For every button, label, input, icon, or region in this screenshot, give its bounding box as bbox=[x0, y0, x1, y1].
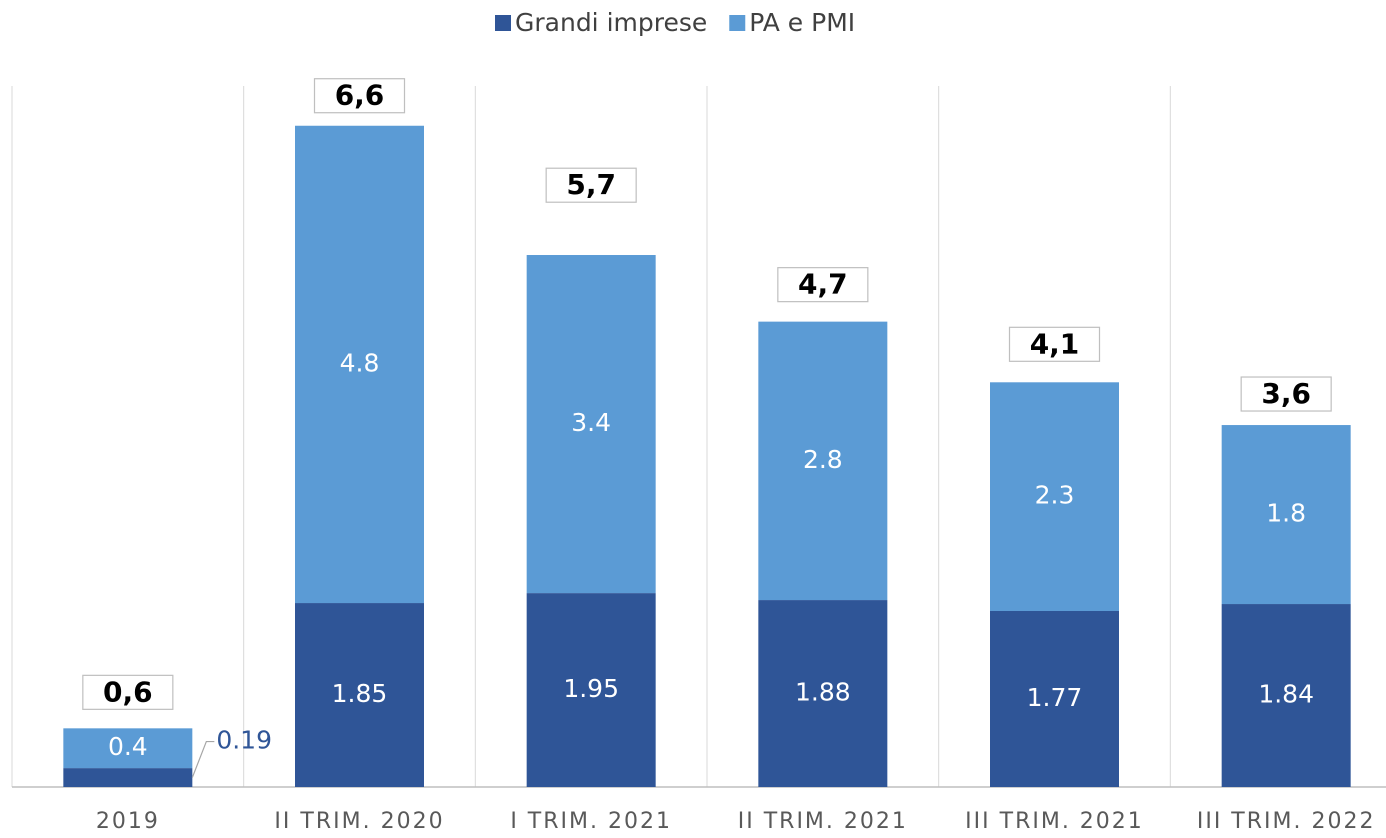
value-label: 1.8 bbox=[1266, 499, 1306, 528]
total-label: 4,7 bbox=[798, 268, 848, 301]
total-box bbox=[82, 674, 174, 710]
bar-segment bbox=[526, 593, 656, 787]
total-label: 0,6 bbox=[103, 675, 153, 708]
x-tick-label: III TRIM. 2022 bbox=[1197, 809, 1376, 834]
value-label: 1.85 bbox=[332, 679, 388, 708]
total-label: 5,7 bbox=[566, 168, 616, 201]
legend-swatch bbox=[729, 15, 746, 31]
bar-segment bbox=[63, 768, 193, 787]
total-box bbox=[1008, 326, 1101, 362]
x-tick-label: II TRIM. 2021 bbox=[738, 809, 908, 834]
leader-line bbox=[191, 740, 215, 778]
total-label: 4,1 bbox=[1030, 327, 1080, 360]
bar-segment bbox=[526, 255, 656, 594]
x-tick-label: 2019 bbox=[96, 809, 160, 834]
x-tick-label: III TRIM. 2021 bbox=[965, 809, 1144, 834]
bar-segment bbox=[1221, 604, 1351, 787]
bar-segment bbox=[758, 600, 888, 787]
value-label: 2.8 bbox=[803, 445, 843, 474]
bar-segment bbox=[295, 603, 424, 787]
x-tick-label: I TRIM. 2021 bbox=[510, 809, 672, 834]
bar-segment bbox=[1221, 425, 1351, 605]
total-box bbox=[545, 167, 637, 203]
total-box bbox=[1240, 376, 1332, 412]
total-label: 3,6 bbox=[1261, 377, 1311, 410]
x-tick-label: II TRIM. 2020 bbox=[274, 809, 444, 834]
total-box bbox=[313, 78, 406, 114]
bar-segment bbox=[63, 728, 193, 769]
legend-label: Grandi imprese bbox=[515, 8, 707, 37]
bar-segment bbox=[990, 382, 1119, 611]
value-label: 1.95 bbox=[563, 674, 619, 703]
value-label: 1.77 bbox=[1027, 683, 1083, 712]
legend-swatch bbox=[495, 15, 511, 31]
value-label: 3.4 bbox=[571, 408, 611, 437]
bar-segment bbox=[758, 321, 888, 601]
value-label: 0.4 bbox=[108, 732, 148, 761]
value-label: 4.8 bbox=[340, 348, 380, 377]
total-label: 6,6 bbox=[335, 79, 385, 112]
value-label: 0.19 bbox=[216, 726, 272, 755]
value-label: 2.3 bbox=[1035, 481, 1075, 510]
value-label: 1.84 bbox=[1258, 680, 1314, 709]
bar-segment bbox=[295, 125, 424, 604]
total-box bbox=[777, 267, 869, 303]
bar-segment bbox=[990, 610, 1119, 787]
value-label: 1.88 bbox=[795, 678, 851, 707]
legend-label: PA e PMI bbox=[749, 8, 855, 37]
